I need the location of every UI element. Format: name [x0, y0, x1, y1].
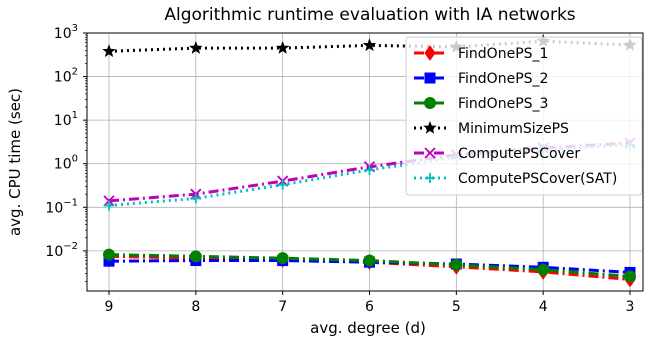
x-tick-label: 5 [452, 299, 461, 315]
data-point [276, 252, 289, 265]
legend-label: MinimumSizePS [458, 121, 569, 137]
legend-box [405, 36, 643, 196]
y-tick-label: 102 [54, 67, 78, 86]
data-point [277, 179, 288, 190]
legend-marker [424, 97, 436, 109]
y-axis-label: avg. CPU time (sec) [6, 88, 24, 236]
x-tick-label: 7 [278, 299, 287, 315]
legend-item: ComputePSCover [414, 146, 580, 162]
y-tick-label: 10−1 [45, 197, 78, 216]
x-tick-label: 9 [105, 299, 114, 315]
legend-item: FindOnePS_2 [414, 71, 548, 87]
y-tick-label: 100 [54, 154, 78, 173]
data-point [104, 200, 114, 211]
data-point [363, 254, 376, 267]
x-tick-label: 8 [191, 299, 200, 315]
legend-item: FindOnePS_3 [414, 96, 548, 112]
legend-item: MinimumSizePS [414, 120, 569, 137]
y-tick-label: 10−2 [45, 241, 78, 260]
data-point [103, 248, 115, 261]
y-tick-label: 101 [54, 110, 78, 129]
data-point [537, 263, 550, 276]
series-FindOnePS_3 [103, 248, 636, 283]
legend-marker [425, 173, 435, 183]
legend-item: ComputePSCover(SAT) [414, 171, 617, 187]
data-point [189, 250, 202, 263]
y-axis: 103 102 101 100 10−1 10−2 [45, 23, 87, 282]
y-tick-label: 103 [54, 23, 78, 42]
x-tick-label: 3 [626, 299, 635, 315]
data-point [188, 40, 203, 54]
x-axis: 9 8 7 6 5 4 3 [105, 291, 635, 315]
chart-title: Algorithmic runtime evaluation with IA n… [164, 5, 575, 25]
data-point [190, 193, 201, 204]
legend-label: FindOnePS_2 [458, 71, 548, 87]
legend-marker [423, 120, 437, 134]
legend-marker [424, 45, 436, 61]
legend-label: ComputePSCover(SAT) [458, 171, 617, 187]
legend: FindOnePS_1 FindOnePS_2 FindOnePS_3 Minimum… [405, 36, 643, 196]
x-axis-label: avg. degree (d) [310, 319, 426, 337]
data-point [364, 164, 375, 175]
legend-item: FindOnePS_1 [414, 45, 548, 62]
data-point [102, 44, 116, 58]
data-point [450, 258, 463, 271]
legend-marker [424, 147, 436, 159]
data-point [624, 270, 636, 283]
axes-frame [86, 32, 644, 292]
x-tick-label: 4 [539, 299, 548, 315]
data-point [362, 38, 377, 52]
legend-label: ComputePSCover [458, 146, 580, 162]
data-point [275, 40, 290, 54]
legend-label: FindOnePS_1 [458, 46, 548, 62]
x-tick-label: 6 [365, 299, 374, 315]
legend-marker [424, 72, 436, 84]
legend-label: FindOnePS_3 [458, 96, 548, 112]
